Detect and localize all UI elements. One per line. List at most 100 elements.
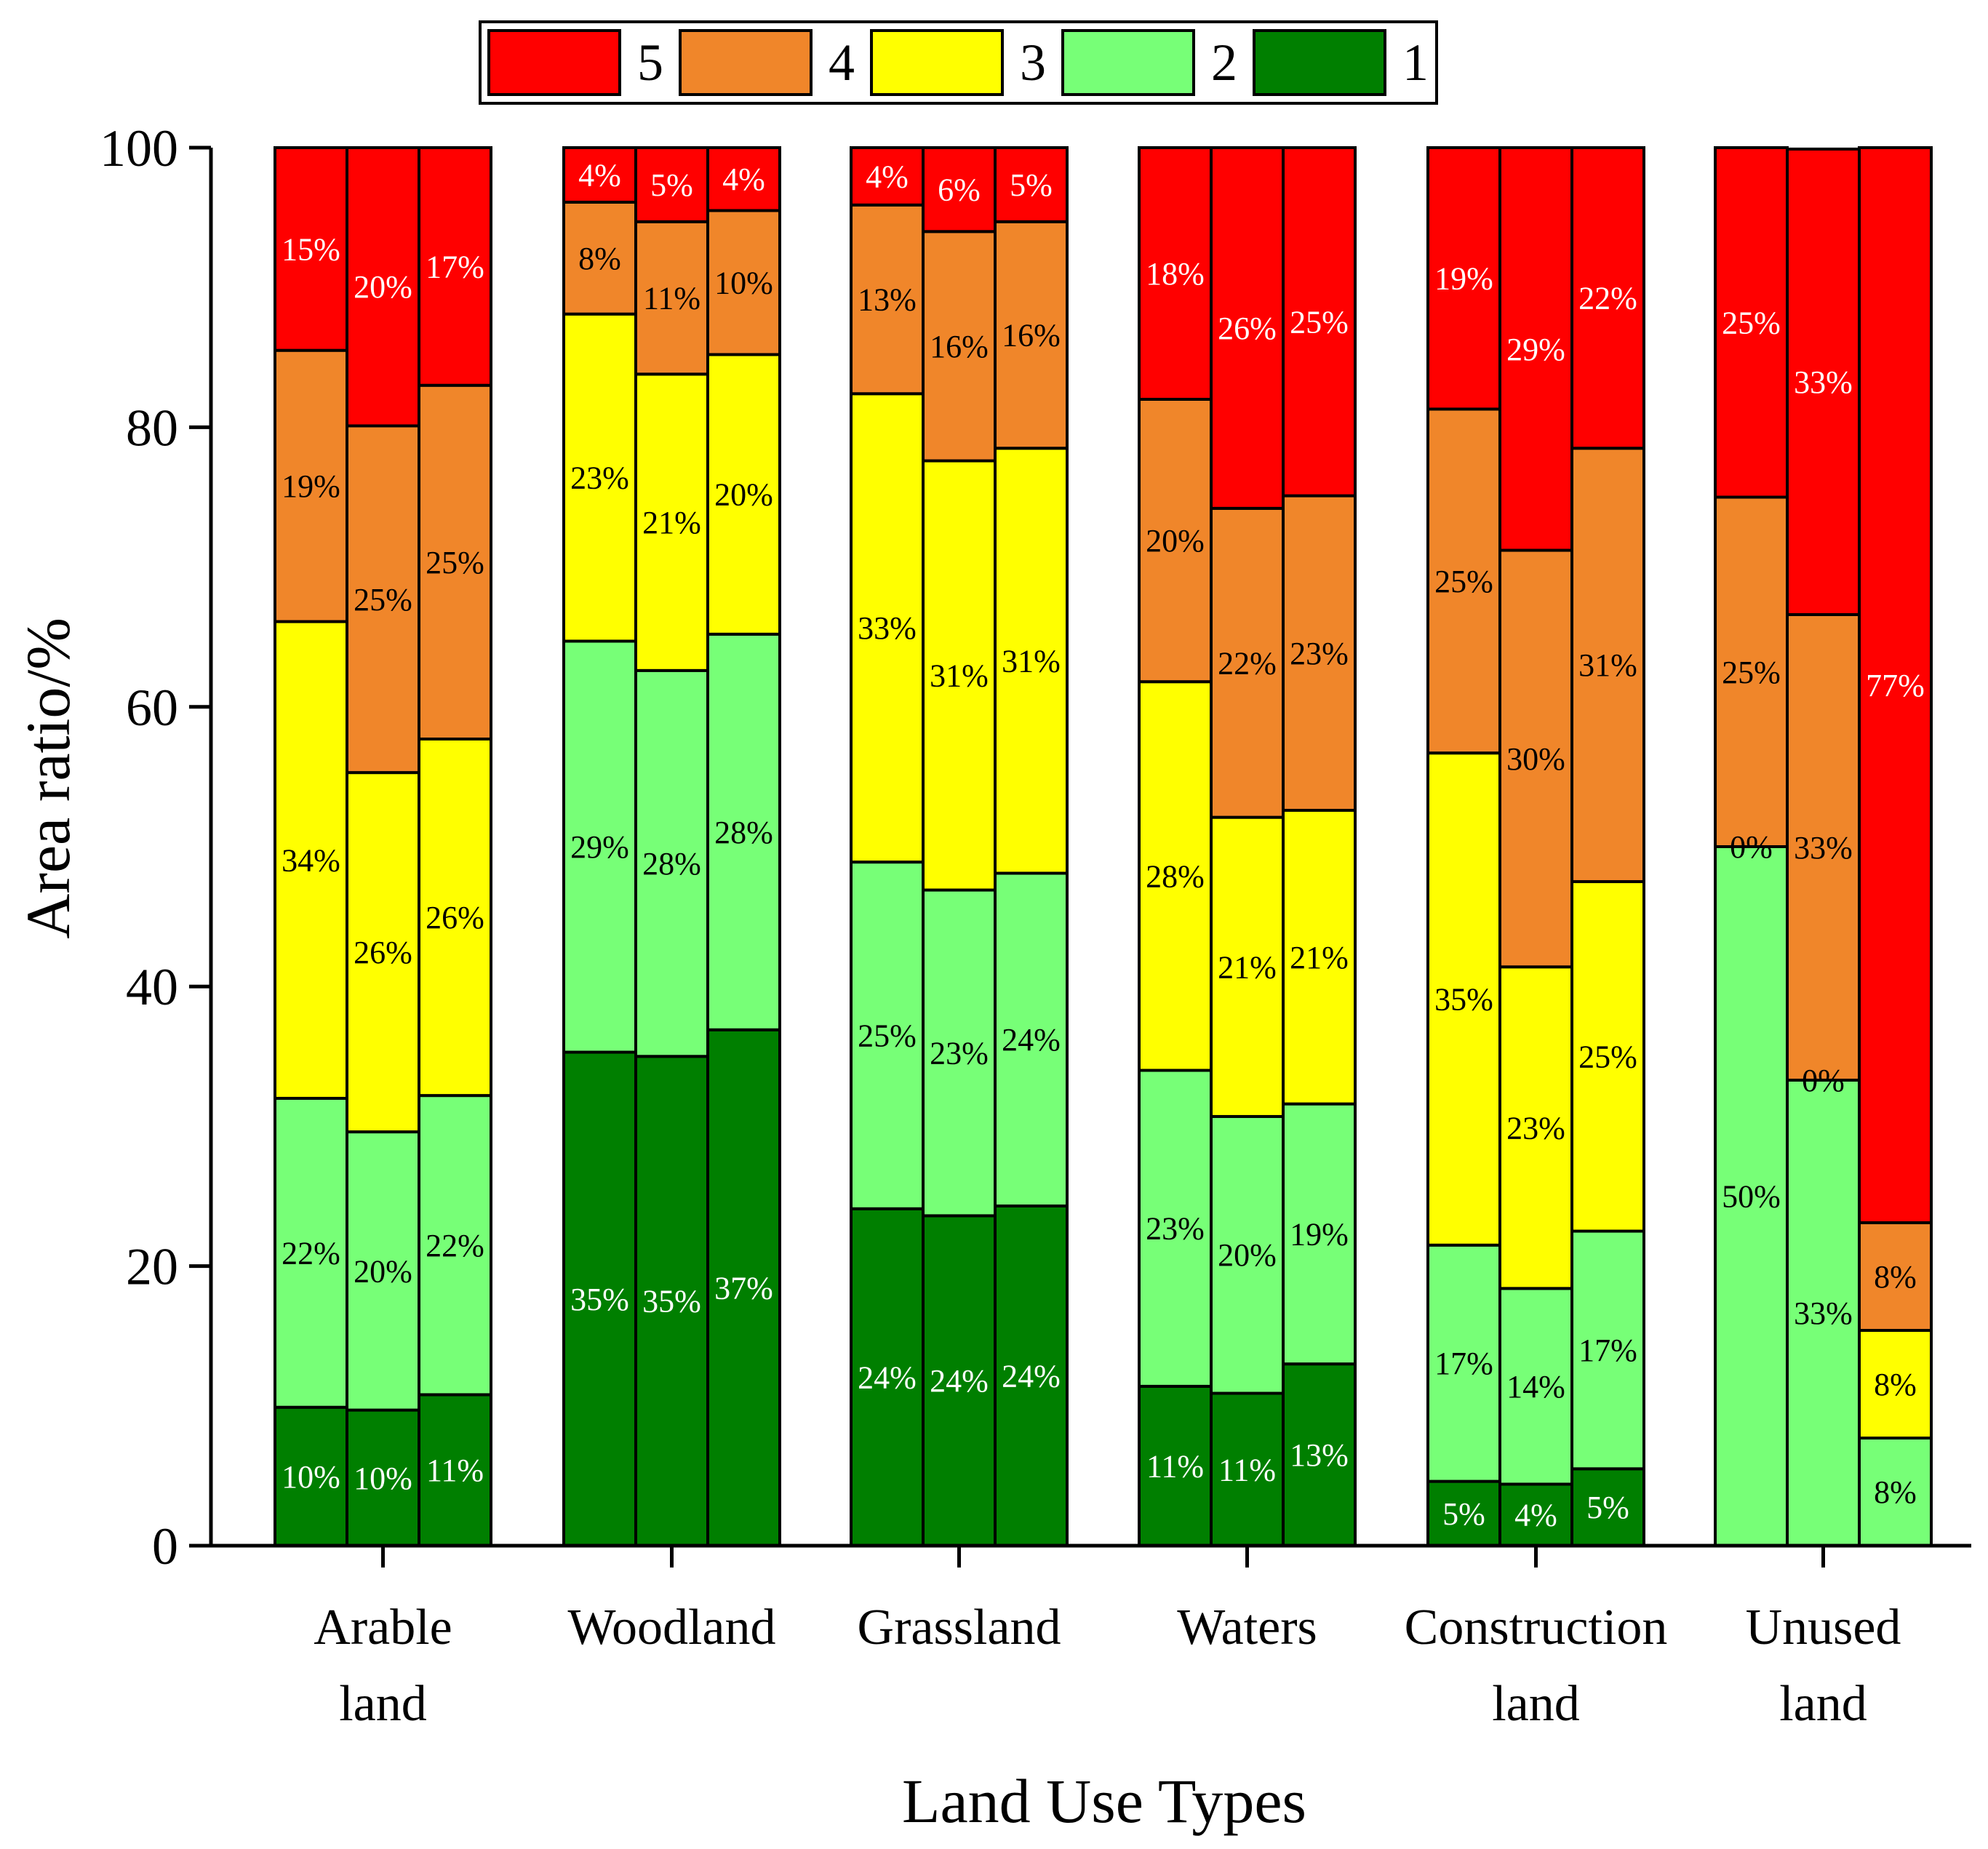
- legend-swatch-2: [1061, 29, 1195, 96]
- bar-segment-level-2: [706, 632, 781, 1031]
- value-label: 22%: [1218, 645, 1277, 681]
- bar-segment-level-2: [346, 1130, 420, 1412]
- axes: 0 20 40 60 80 100 Arable land Woodland Grassland W…: [100, 119, 1971, 1732]
- bar-segment-level-1: [418, 1393, 492, 1547]
- value-label: 34%: [282, 842, 340, 878]
- bar-segment-level-3: [346, 771, 420, 1134]
- bar-segment-level-4: [418, 383, 492, 741]
- x-category-label: land: [1492, 1676, 1580, 1732]
- value-label: 23%: [570, 460, 629, 496]
- value-label: 18%: [1146, 256, 1205, 292]
- value-label: 29%: [570, 829, 629, 865]
- value-label: 22%: [1578, 281, 1637, 316]
- value-label: 25%: [1290, 304, 1349, 340]
- value-label: 8%: [1874, 1259, 1917, 1295]
- bar-segment-level-5: [1426, 146, 1501, 411]
- bar-segment-level-3: [850, 392, 925, 864]
- value-label: 11%: [1218, 1452, 1276, 1487]
- legend-label-4: 4: [829, 33, 855, 92]
- value-label: 31%: [1578, 647, 1637, 683]
- value-label: 10%: [354, 1461, 412, 1496]
- legend-swatch-3: [870, 29, 1004, 96]
- value-label: 17%: [1434, 1346, 1493, 1381]
- y-tick-label: 100: [100, 119, 178, 177]
- x-category-label: Arable: [314, 1600, 452, 1656]
- bar-segment-level-4: [1786, 612, 1861, 1082]
- bar-segment-level-3: [706, 353, 781, 636]
- value-label: 10%: [714, 265, 773, 300]
- value-label: 22%: [282, 1235, 340, 1271]
- value-label: 35%: [570, 1282, 629, 1317]
- bar-segment-level-5: [1714, 146, 1789, 499]
- bar-segment-level-4: [1138, 397, 1213, 684]
- value-label: 29%: [1506, 332, 1565, 367]
- value-label: 33%: [1794, 1295, 1853, 1331]
- x-category-label: land: [1779, 1676, 1867, 1732]
- bar-segment-level-5: [1786, 147, 1861, 616]
- x-category-label: Waters: [1177, 1600, 1317, 1656]
- value-label: 17%: [1578, 1333, 1637, 1368]
- value-label: 25%: [354, 582, 412, 618]
- value-label: 8%: [578, 241, 621, 276]
- value-label: 30%: [1506, 741, 1565, 777]
- bar-segment-level-2: [1282, 1102, 1357, 1366]
- value-label: 20%: [354, 269, 412, 305]
- bar-segment-level-3: [1138, 680, 1213, 1072]
- value-label: 24%: [1002, 1022, 1061, 1058]
- legend-swatch-1: [1253, 29, 1386, 96]
- bar-segment-level-3: [1570, 880, 1645, 1233]
- bar-segment-level-2: [1570, 1229, 1645, 1471]
- legend-label-5: 5: [637, 33, 663, 92]
- value-label: 5%: [650, 167, 693, 203]
- bar-segment-level-5: [1210, 146, 1285, 510]
- bar-segment-level-4: [562, 200, 637, 316]
- bar-segment-level-1: [562, 1050, 637, 1548]
- value-label: 8%: [1874, 1367, 1917, 1402]
- value-label: 20%: [714, 477, 773, 513]
- bar-segment-level-4: [1282, 494, 1357, 812]
- value-label: 5%: [1442, 1496, 1485, 1532]
- value-label: 25%: [426, 545, 484, 580]
- bar-segment-level-4: [1498, 548, 1573, 969]
- value-label: 21%: [1290, 940, 1349, 975]
- value-label: 26%: [1218, 311, 1277, 346]
- legend-swatch-4: [679, 29, 813, 96]
- legend-swatch-5: [487, 29, 621, 96]
- bar-segment-level-1: [706, 1028, 781, 1547]
- bar-segment-level-2: [418, 1094, 492, 1397]
- bar-segment-level-2: [1858, 1437, 1933, 1547]
- value-label: 20%: [1146, 523, 1205, 559]
- value-label: 26%: [426, 900, 484, 935]
- value-label: 19%: [1434, 261, 1493, 297]
- bar-segment-level-3: [1210, 815, 1285, 1118]
- x-category-label: Construction: [1405, 1600, 1668, 1656]
- legend-label-1: 1: [1402, 33, 1429, 92]
- value-label: 31%: [1002, 643, 1061, 679]
- bar-segment-level-5: [274, 146, 348, 352]
- x-category-label: Grassland: [858, 1600, 1061, 1656]
- bar-segment-level-2: [1498, 1287, 1573, 1486]
- bar-segment-level-5: [1282, 146, 1357, 498]
- bar-segment-level-2: [1210, 1114, 1285, 1395]
- y-axis-title: Area ratio/%: [13, 618, 83, 939]
- value-label: 10%: [282, 1459, 340, 1495]
- value-label: 14%: [1506, 1369, 1565, 1405]
- bar-segment-level-5: [994, 146, 1069, 223]
- value-label: 37%: [714, 1270, 773, 1306]
- bar-segment-level-1: [274, 1405, 348, 1548]
- value-label: 20%: [1218, 1237, 1277, 1273]
- value-label: 25%: [1578, 1039, 1637, 1074]
- legend-label-3: 3: [1020, 33, 1046, 92]
- x-category-label: Woodland: [568, 1600, 776, 1656]
- bar-segment-level-3: [1498, 965, 1573, 1290]
- bar-segment-level-4: [346, 424, 420, 775]
- value-label: 24%: [930, 1363, 989, 1399]
- value-label: 20%: [354, 1253, 412, 1289]
- value-label: 11%: [1146, 1448, 1204, 1484]
- value-label: 24%: [1002, 1358, 1061, 1394]
- y-tick-label: 40: [126, 958, 178, 1016]
- bar-segment-level-5: [706, 146, 781, 212]
- bar-segment-level-2: [922, 888, 997, 1218]
- value-label: 23%: [1146, 1211, 1205, 1247]
